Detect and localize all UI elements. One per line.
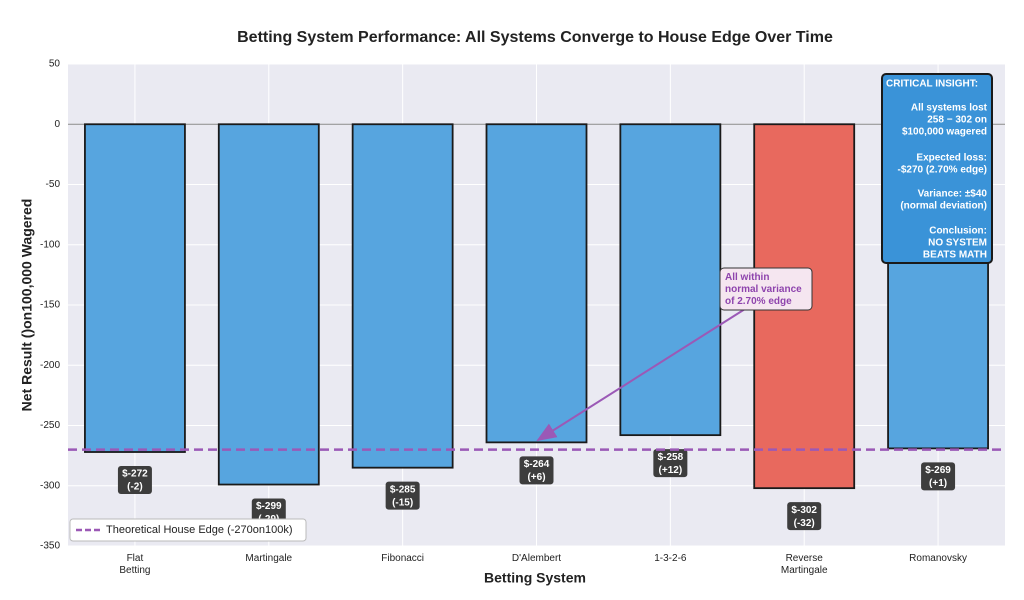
insight-text: $100,000 wagered (902, 127, 987, 138)
y-tick-label: -200 (40, 360, 60, 371)
insight-text: (normal deviation) (900, 201, 987, 212)
insight-box (881, 73, 993, 264)
y-tick-label: -300 (40, 480, 60, 491)
value-label-box (117, 466, 152, 495)
bar (351, 123, 454, 469)
insight-text: Conclusion: (929, 226, 987, 237)
bar (485, 123, 588, 444)
y-tick-label: -50 (46, 179, 61, 190)
x-tick-label: Reverse Martingale (781, 553, 828, 576)
insight-text: -$270 (2.70% edge) (898, 165, 988, 176)
chart-title: Betting System Performance: All Systems … (237, 29, 833, 46)
y-axis-label: Net Result ()on100,000 Wagered (19, 199, 35, 412)
insight-text: Expected loss: (916, 153, 987, 164)
y-tick-label: -250 (40, 420, 60, 431)
y-tick-label: -100 (40, 239, 60, 250)
y-tick-label: -350 (40, 541, 60, 552)
deviation-label: (+12) (659, 465, 683, 476)
insight-text: BEATS MATH (923, 250, 987, 261)
deviation-label: (-2) (127, 482, 143, 493)
value-label: $-302 (791, 505, 817, 516)
x-tick-label: 1-3-2-6 (654, 553, 687, 564)
value-label: $-258 (658, 452, 684, 463)
y-tick-label: 50 (49, 59, 61, 70)
y-tick-label: -150 (40, 300, 60, 311)
insight-text: Variance: ±$40 (918, 189, 988, 200)
deviation-label: (-32) (794, 518, 815, 529)
bar (217, 123, 320, 486)
deviation-label: (+1) (929, 478, 947, 489)
value-label-box (921, 462, 956, 491)
value-label-box (519, 456, 554, 485)
deviation-label: (+6) (527, 472, 545, 483)
annotation-arrow (536, 308, 746, 442)
annotation: All within normal variance of 2.70% edge (725, 272, 802, 307)
bar (84, 123, 186, 453)
bar (619, 123, 722, 437)
value-label: $-264 (524, 459, 550, 470)
x-tick-label: D'Alembert (512, 553, 561, 564)
value-label: $-269 (925, 465, 951, 476)
insight-text: CRITICAL INSIGHT: (886, 79, 978, 90)
x-tick-label: Romanovsky (909, 553, 967, 564)
value-label-box (787, 502, 822, 531)
value-label-box (385, 481, 420, 510)
value-label: $-285 (390, 484, 416, 495)
x-tick-label: Martingale (245, 553, 292, 564)
insight-text: All systems lost (911, 103, 988, 114)
value-label-box (653, 449, 688, 478)
value-label: $-299 (256, 501, 282, 512)
insight-text: NO SYSTEM (928, 238, 987, 249)
x-tick-label: Flat Betting (119, 553, 150, 576)
annotation-box (719, 267, 813, 311)
x-axis-label: Betting System (484, 570, 586, 586)
value-label: $-272 (122, 469, 148, 480)
insight-text: 258 − 302 on (927, 115, 987, 126)
legend-box (69, 518, 307, 542)
legend-label: Theoretical House Edge (-270on100k) (106, 524, 293, 536)
y-tick-label: 0 (54, 119, 60, 130)
x-tick-label: Fibonacci (381, 553, 424, 564)
deviation-label: (-15) (392, 497, 413, 508)
